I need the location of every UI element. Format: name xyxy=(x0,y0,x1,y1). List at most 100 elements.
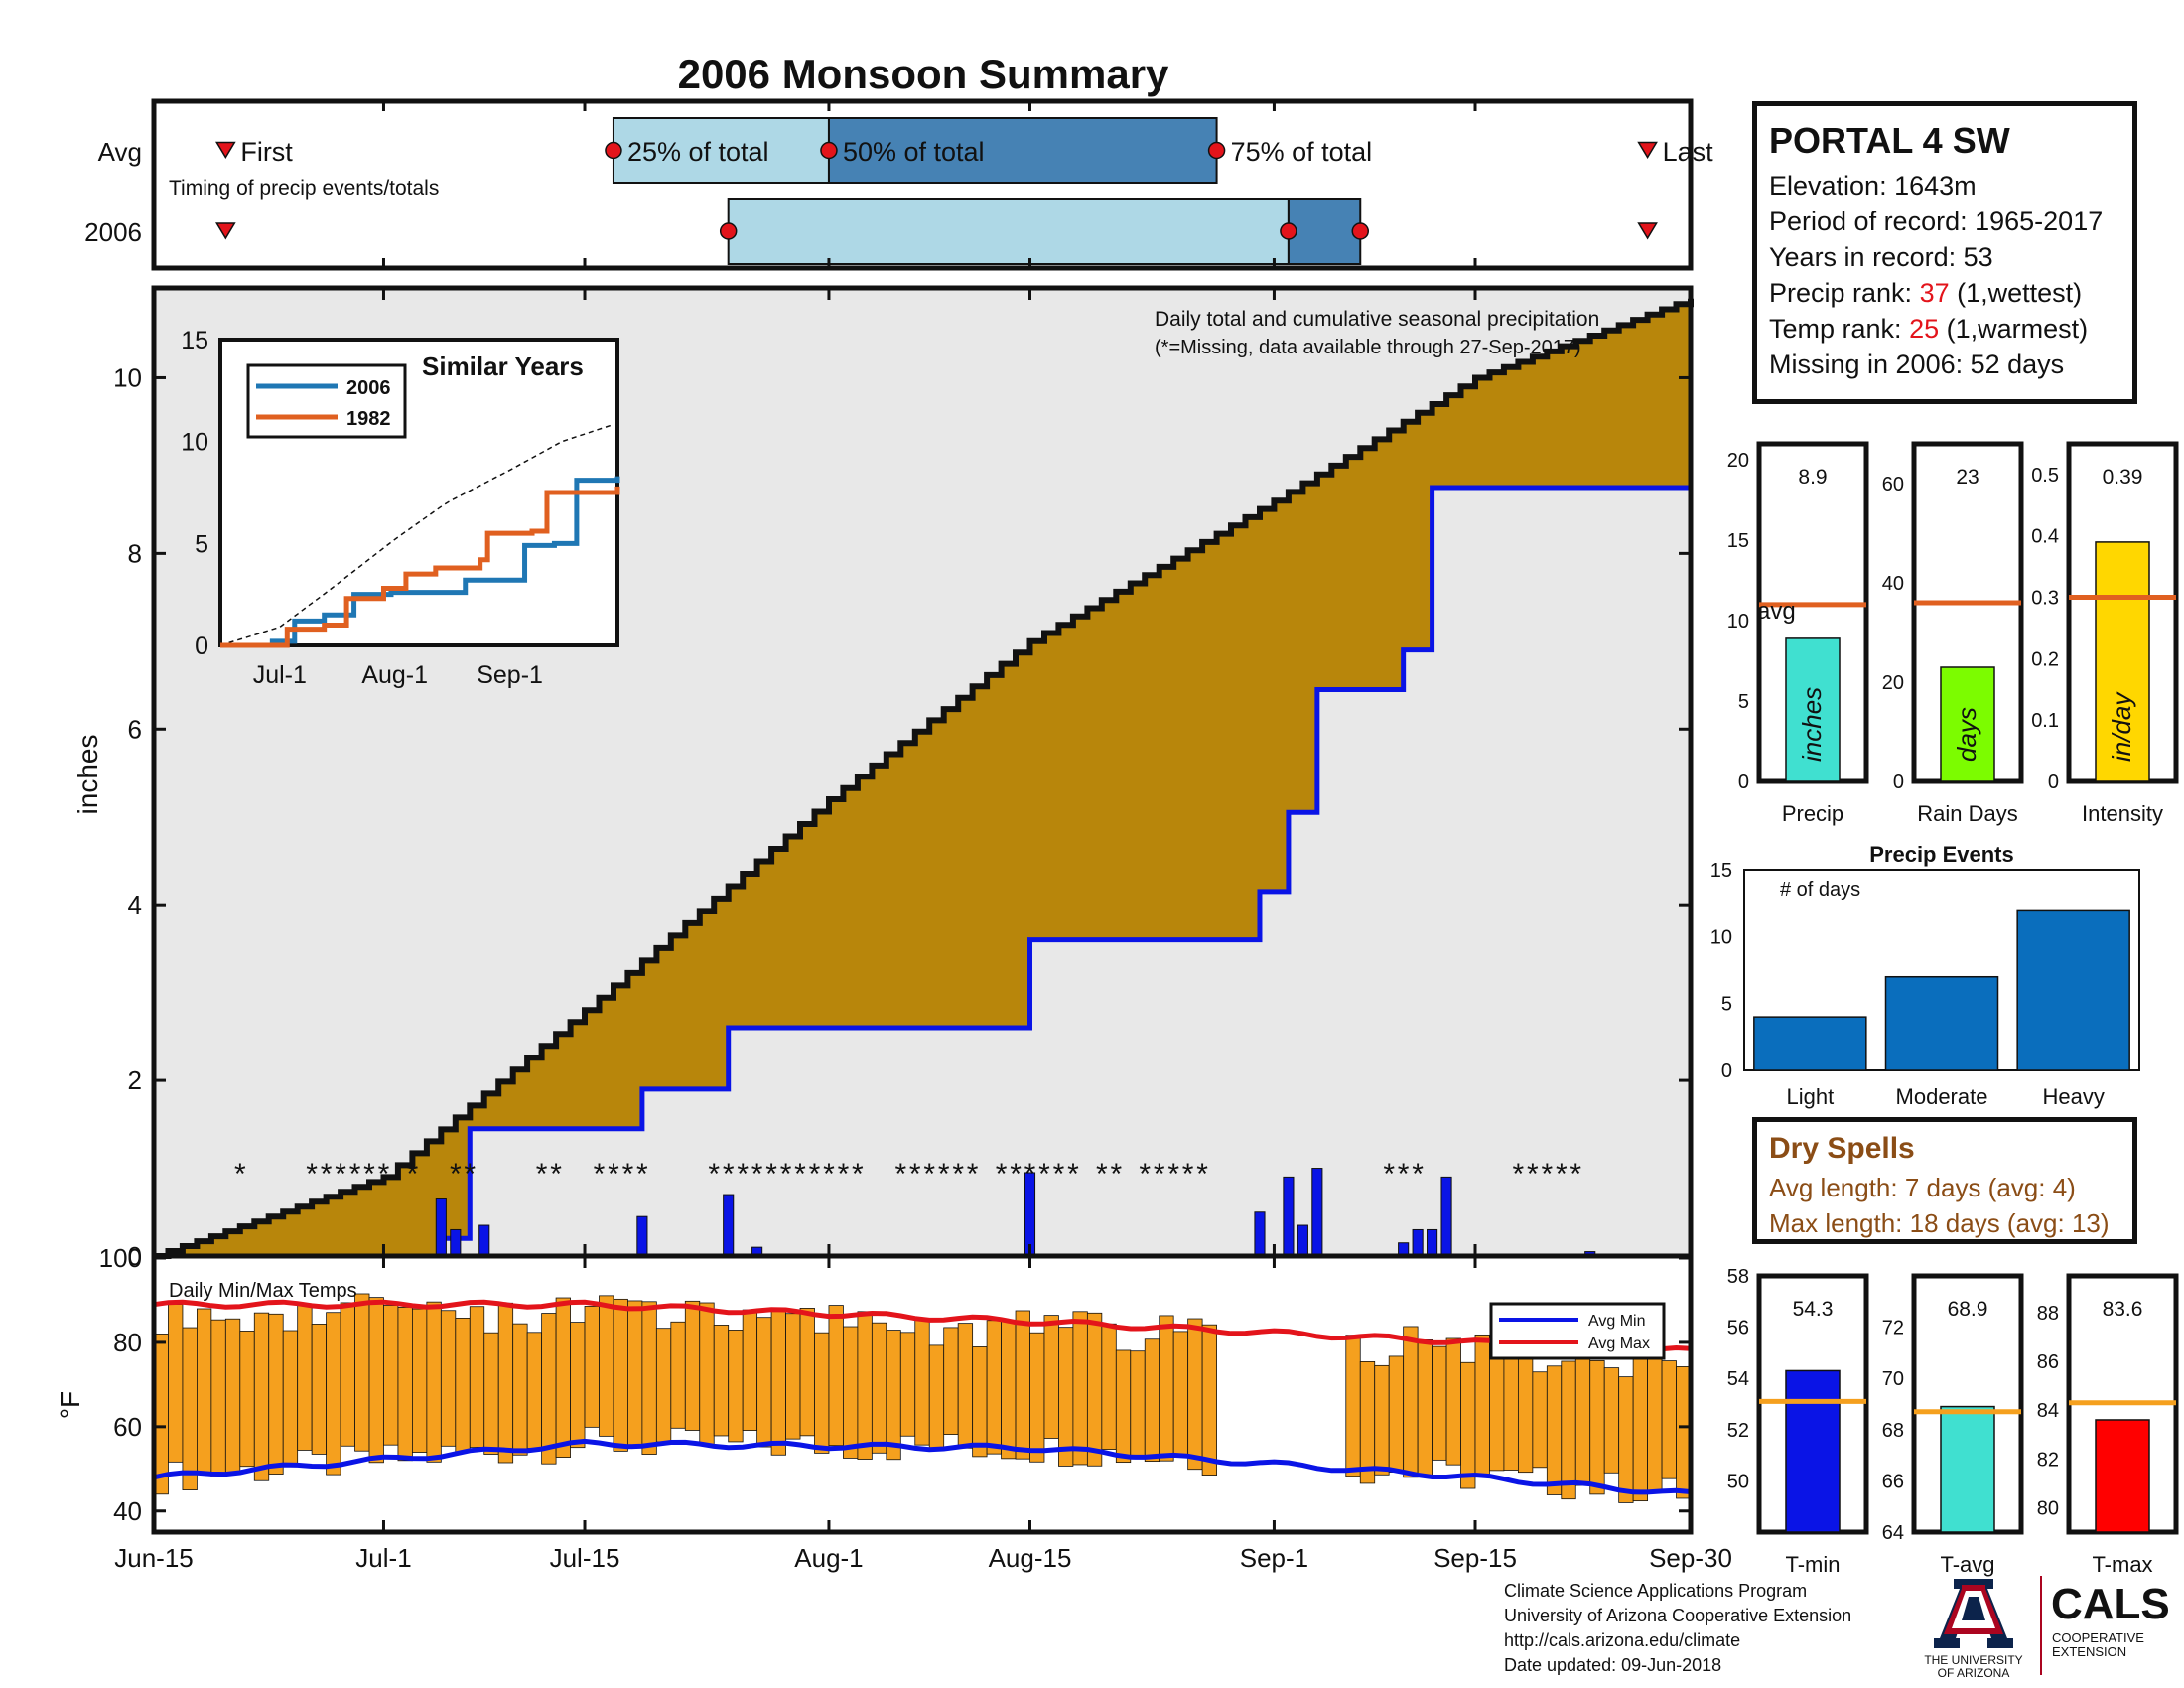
daily-temp-bar xyxy=(742,1309,758,1431)
stat-y-tick-label: 82 xyxy=(2037,1449,2059,1471)
stat-y-tick-label: 68 xyxy=(1882,1420,1904,1442)
missing-day-marker: * xyxy=(952,1158,964,1191)
daily-temp-bar xyxy=(886,1330,901,1461)
daily-temp-bar xyxy=(986,1320,1002,1455)
missing-day-marker: * xyxy=(838,1158,850,1191)
daily-temp-bar xyxy=(512,1323,528,1456)
footer-credits: Climate Science Applications Program Uni… xyxy=(1504,1579,1851,1678)
y-tick-label: 10 xyxy=(113,362,142,392)
year-cumulative-line xyxy=(154,474,1694,1259)
missing-day-marker: * xyxy=(1024,1158,1036,1191)
avg-max-line xyxy=(153,1299,1692,1354)
daily-temp-bar xyxy=(497,1302,514,1464)
timing-triangle xyxy=(215,222,236,240)
daily-temp-bar xyxy=(282,1330,299,1467)
daily-temp-bar xyxy=(957,1323,974,1449)
daily-temp-bar xyxy=(1532,1371,1548,1469)
daily-temp-bar xyxy=(1001,1320,1017,1460)
events-bar xyxy=(1884,975,1999,1071)
dry-spells-max-length: Max length: 18 days (avg: 13) xyxy=(1769,1208,2110,1238)
x-tick-label: Jul-15 xyxy=(550,1543,620,1573)
daily-temp-bar xyxy=(297,1303,313,1451)
stat-unit: in/day xyxy=(2107,691,2136,762)
missing-day-marker: * xyxy=(349,1158,361,1191)
missing-day-marker: * xyxy=(550,1158,562,1191)
daily-temp-bar xyxy=(1632,1336,1648,1502)
daily-temp-bar xyxy=(570,1322,586,1449)
daily-temp-bar xyxy=(1086,1312,1103,1467)
daily-temp-bar xyxy=(168,1304,184,1463)
events-y-tick-label: 5 xyxy=(1721,994,1732,1016)
daily-temp-bar xyxy=(1589,1359,1605,1495)
daily-temp-bar xyxy=(440,1310,457,1447)
stat-y-tick-label: 15 xyxy=(1727,530,1749,552)
daily-temp-bar xyxy=(627,1300,643,1448)
stat-y-tick-label: 86 xyxy=(2037,1351,2059,1373)
timing-dot xyxy=(719,222,738,240)
missing-day-marker: * xyxy=(967,1158,979,1191)
stat-y-tick-label: 40 xyxy=(1882,573,1904,595)
missing-day-marker: * xyxy=(363,1158,375,1191)
daily-temp-bar xyxy=(1574,1337,1591,1486)
stat-y-tick-label: 20 xyxy=(1882,672,1904,694)
daily-temp-bar xyxy=(584,1306,600,1428)
missing-day-marker: * xyxy=(938,1158,950,1191)
missing-day-marker: * xyxy=(1139,1158,1151,1191)
events-y-tick-label: 0 xyxy=(1721,1060,1732,1082)
missing-day-marker: * xyxy=(1196,1158,1208,1191)
inset-x-tick-label: Sep-1 xyxy=(477,661,543,689)
stat-y-tick-label: 84 xyxy=(2037,1400,2059,1422)
missing-day-marker: * xyxy=(1570,1158,1581,1191)
daily-temp-bar xyxy=(684,1300,701,1431)
page-title: 2006 Monsoon Summary xyxy=(678,51,1169,97)
stat-y-tick-label: 58 xyxy=(1727,1266,1749,1288)
stat-label: T-max xyxy=(2092,1552,2152,1577)
missing-day-marker: * xyxy=(909,1158,921,1191)
average-cumulative-line xyxy=(154,298,1694,1259)
stat-y-tick-label: 54 xyxy=(1727,1368,1749,1390)
daily-temp-bar xyxy=(268,1313,284,1475)
inset-y-tick-label: 10 xyxy=(181,429,208,457)
daily-temp-bar xyxy=(1043,1315,1059,1439)
missing-day-marker: * xyxy=(536,1158,548,1191)
y-tick-label: 0 xyxy=(128,1241,142,1271)
footer-line-1: Climate Science Applications Program xyxy=(1504,1581,1808,1601)
daily-temp-bar xyxy=(210,1319,226,1477)
missing-day-marker: * xyxy=(1110,1158,1122,1191)
timing-bar-25-50 xyxy=(727,198,1290,265)
temp-y-tick-label: 100 xyxy=(99,1243,142,1273)
stat-y-tick-label: 50 xyxy=(1727,1471,1749,1492)
season-stat-bars: 8.9 inches Precip 0 5 10 15 20 avg 23 days Rain Day… xyxy=(1727,441,2179,826)
stat-y-tick-label: 0.5 xyxy=(2031,465,2059,487)
stat-y-tick-label: 0.3 xyxy=(2031,588,2059,610)
events-x-label: Moderate xyxy=(1896,1084,1988,1109)
legend-label-2006: 2006 xyxy=(346,377,391,399)
temp-y-tick-label: 80 xyxy=(113,1328,142,1357)
timing-label-first: First xyxy=(240,137,293,167)
y-tick-label: 4 xyxy=(128,890,142,919)
stat-value: 0.39 xyxy=(2103,466,2143,489)
missing-day-marker: * xyxy=(780,1158,792,1191)
missing-day-marker: * xyxy=(794,1158,806,1191)
footer-line-3: http://cals.arizona.edu/climate xyxy=(1504,1630,1741,1650)
timing-dot xyxy=(1280,222,1297,240)
timing-dot xyxy=(605,141,622,160)
main-ylabel: inches xyxy=(72,735,103,815)
daily-temp-bar xyxy=(1130,1350,1146,1459)
stat-y-tick-label: 0.1 xyxy=(2031,710,2059,732)
ua-line-1: THE UNIVERSITY xyxy=(1924,1653,2022,1667)
year-cumulative-area xyxy=(154,474,1691,1257)
missing-day-marker: * xyxy=(1010,1158,1022,1191)
timing-row-label-avg: Avg xyxy=(98,137,142,167)
stat-y-tick-label: 72 xyxy=(1882,1318,1904,1339)
daily-temp-bar xyxy=(1417,1339,1433,1477)
daily-temp-bar xyxy=(541,1313,557,1465)
stat-y-tick-label: 64 xyxy=(1882,1522,1904,1544)
missing-day-marker: * xyxy=(1053,1158,1065,1191)
daily-temp-bar xyxy=(1374,1364,1390,1476)
missing-day-marker: * xyxy=(1541,1158,1553,1191)
x-tick-label: Jun-15 xyxy=(114,1543,194,1573)
daily-temp-bar xyxy=(182,1327,198,1490)
missing-day-marker: * xyxy=(306,1158,318,1191)
temp-ylabel: °F xyxy=(55,1391,85,1419)
